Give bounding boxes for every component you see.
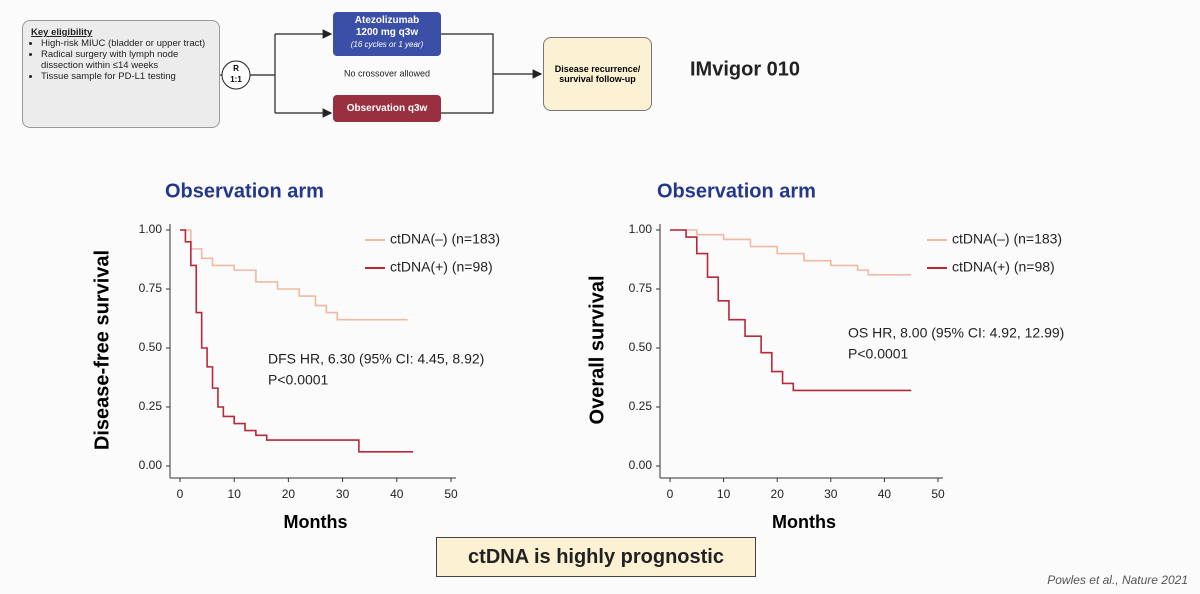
annotation: P<0.0001 xyxy=(848,346,909,362)
y-tick-label: 1.00 xyxy=(629,222,653,236)
randomization: R xyxy=(233,64,239,73)
x-tick-label: 0 xyxy=(177,487,184,501)
y-tick-label: 0.00 xyxy=(629,458,653,472)
annotation: OS HR, 8.00 (95% CI: 4.92, 12.99) xyxy=(848,325,1064,341)
x-axis-label: Months xyxy=(284,512,348,532)
x-tick-label: 20 xyxy=(771,487,785,501)
annotation: P<0.0001 xyxy=(268,372,329,388)
x-tick-label: 30 xyxy=(824,487,838,501)
y-tick-label: 0.25 xyxy=(629,399,653,413)
eligibility-item: High-risk MIUC (bladder or upper tract) xyxy=(41,38,211,49)
randomization-ratio: 1:1 xyxy=(230,75,242,84)
conclusion: ctDNA is highly prognostic xyxy=(436,537,756,577)
x-tick-label: 10 xyxy=(717,487,731,501)
note: No crossover allowed xyxy=(344,68,430,78)
citation: Powles et al., Nature 2021 xyxy=(1047,573,1188,587)
eligibility-item: Radical surgery with lymph node dissecti… xyxy=(41,49,211,71)
trial-name: IMvigor 010 xyxy=(690,58,800,80)
flow-lines xyxy=(220,29,543,118)
eligibility-box: Key eligibility High-risk MIUC (bladder … xyxy=(22,20,220,128)
legend-label: ctDNA(–) (n=183) xyxy=(952,231,1062,247)
eligibility-list: High-risk MIUC (bladder or upper tract) … xyxy=(31,38,211,82)
survival-curve xyxy=(180,229,414,453)
y-tick-label: 0.75 xyxy=(629,281,653,295)
x-tick-label: 10 xyxy=(228,487,242,501)
legend-label: ctDNA(+) (n=98) xyxy=(952,259,1055,275)
survival-curve xyxy=(180,229,408,321)
x-tick-label: 40 xyxy=(878,487,892,501)
chart-title: Observation arm xyxy=(165,180,324,202)
outcome-box: Disease recurrence/ survival follow-up xyxy=(543,37,652,111)
x-axis-label: Months xyxy=(772,512,836,532)
y-tick-label: 1.00 xyxy=(139,222,163,236)
arm-box: Atezolizumab 1200 mg q3w (16 cycles or 1… xyxy=(333,12,441,56)
eligibility-item: Tissue sample for PD-L1 testing xyxy=(41,71,211,82)
legend-label: ctDNA(+) (n=98) xyxy=(390,259,493,275)
y-axis-label: Disease-free survival xyxy=(91,250,113,450)
arm-dose: 1200 mg q3w xyxy=(355,27,419,38)
x-tick-label: 50 xyxy=(444,487,458,501)
y-tick-label: 0.50 xyxy=(629,340,653,354)
y-tick-label: 0.75 xyxy=(139,281,163,295)
chart-title: Observation arm xyxy=(657,180,816,202)
y-tick-label: 0.00 xyxy=(139,458,163,472)
x-tick-label: 50 xyxy=(931,487,945,501)
randomization-circle xyxy=(221,60,251,90)
survival-curve xyxy=(670,229,912,392)
eligibility-title: Key eligibility xyxy=(31,27,93,38)
x-tick-label: 20 xyxy=(282,487,296,501)
y-tick-label: 0.50 xyxy=(139,340,163,354)
x-tick-label: 30 xyxy=(336,487,350,501)
y-axis-label: Overall survival xyxy=(586,276,608,425)
legend-label: ctDNA(–) (n=183) xyxy=(390,231,500,247)
x-tick-label: 0 xyxy=(667,487,674,501)
y-tick-label: 0.25 xyxy=(139,399,163,413)
x-tick-label: 40 xyxy=(390,487,404,501)
annotation: DFS HR, 6.30 (95% CI: 4.45, 8.92) xyxy=(268,351,484,367)
arm-box: Observation q3w xyxy=(333,95,441,122)
arm-name: Atezolizumab xyxy=(354,15,420,26)
survival-curve xyxy=(670,229,912,276)
arm-duration: (16 cycles or 1 year) xyxy=(350,40,424,49)
